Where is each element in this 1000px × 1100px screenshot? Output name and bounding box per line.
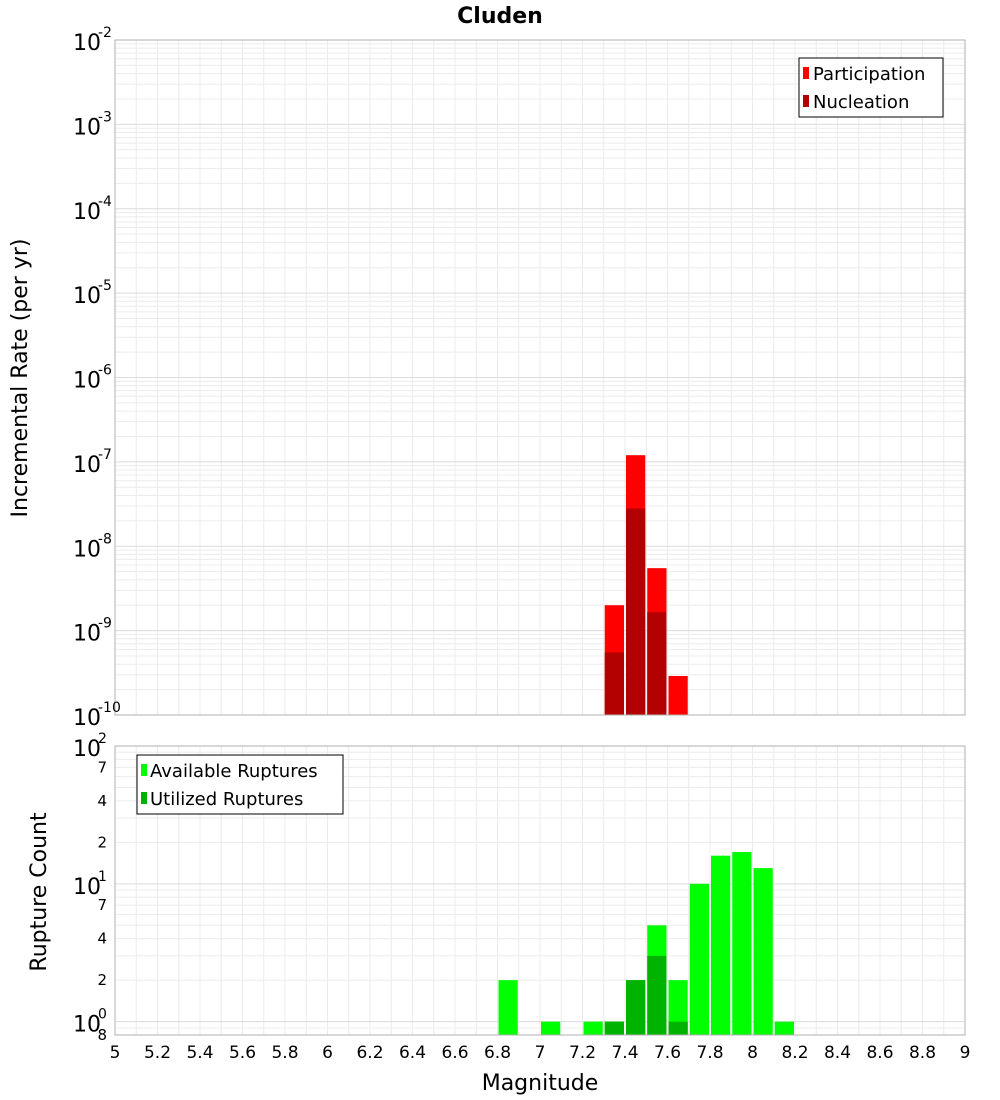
x-tick-label: 7.8 — [696, 1043, 723, 1063]
y-tick-label: 10 — [73, 537, 101, 562]
legend-swatch-nucleation — [803, 95, 809, 107]
legend-swatch-available — [141, 764, 147, 776]
x-tick-label: 6 — [322, 1043, 333, 1063]
bottom-legend: Available Ruptures Utilized Ruptures — [136, 754, 344, 815]
x-tick-label: 9 — [960, 1043, 971, 1063]
x-tick-label: 7.6 — [654, 1043, 681, 1063]
y-tick-label: 10 — [73, 453, 101, 478]
legend-swatch-participation — [803, 67, 809, 79]
y-tick-exponent: -7 — [98, 447, 112, 463]
x-tick-label: 5.4 — [186, 1043, 213, 1063]
x-axis-label: Magnitude — [482, 1071, 599, 1096]
y-minor-tick-label: 2 — [97, 971, 107, 989]
x-tick-label: 8.4 — [824, 1043, 851, 1063]
y-tick-label: 10 — [73, 369, 101, 394]
bottom-bar-available-ruptures — [668, 980, 688, 1035]
bottom-bar-utilized-ruptures — [604, 1021, 624, 1035]
chart-title: Cluden — [457, 4, 543, 29]
y-tick-exponent: -10 — [98, 700, 121, 716]
legend-swatch-utilized — [141, 792, 147, 804]
y-tick-label: 10 — [73, 622, 101, 647]
x-tick-label: 5.8 — [271, 1043, 298, 1063]
y-tick-label: 10 — [73, 31, 101, 56]
bottom-y-axis-label: Rupture Count — [27, 812, 52, 972]
y-minor-tick-label: 7 — [97, 896, 107, 914]
legend-label-utilized: Utilized Ruptures — [150, 789, 303, 810]
y-tick-label: 10 — [73, 1013, 101, 1038]
bottom-bar-available-ruptures — [689, 883, 709, 1035]
legend-label-participation: Participation — [813, 64, 925, 85]
top-plot-bars — [604, 455, 688, 715]
y-tick-label: 10 — [73, 706, 101, 731]
y-tick-label: 10 — [73, 737, 101, 762]
y-tick-label: 10 — [73, 115, 101, 140]
y-tick-exponent: -8 — [98, 531, 112, 547]
y-minor-tick-label: 2 — [97, 833, 107, 851]
bottom-bar-utilized-ruptures — [647, 955, 667, 1035]
y-tick-label: 10 — [73, 875, 101, 900]
bottom-plot-bars — [498, 852, 794, 1035]
bottom-bar-available-ruptures — [541, 1021, 561, 1035]
top-plot-grid — [114, 40, 966, 716]
top-bar-nucleation — [647, 612, 667, 715]
y-tick-exponent: 0 — [98, 1007, 107, 1023]
x-tick-label: 6.8 — [484, 1043, 511, 1063]
x-tick-label: 8.8 — [909, 1043, 936, 1063]
y-tick-exponent: -3 — [98, 109, 112, 125]
y-tick-exponent: -6 — [98, 363, 112, 379]
x-tick-label: 7.2 — [569, 1043, 596, 1063]
top-bar-participation — [668, 675, 688, 715]
top-legend: Participation Nucleation — [798, 57, 944, 118]
bottom-bar-available-ruptures — [711, 855, 731, 1035]
y-tick-exponent: -9 — [98, 616, 112, 632]
y-minor-tick-label: 4 — [97, 930, 107, 948]
x-tick-label: 5.2 — [144, 1043, 171, 1063]
y-minor-tick-label: 7 — [97, 758, 107, 776]
top-bar-nucleation — [626, 508, 646, 715]
y-tick-exponent: 1 — [98, 869, 107, 885]
bottom-plot-frame — [114, 745, 966, 1036]
bottom-bar-utilized-ruptures — [668, 1021, 688, 1035]
y-tick-exponent: -4 — [98, 194, 112, 210]
bottom-bar-available-ruptures — [583, 1021, 603, 1035]
bottom-bar-available-ruptures — [774, 1021, 794, 1035]
y-tick-exponent: -5 — [98, 278, 112, 294]
top-y-axis-label: Incremental Rate (per yr) — [8, 239, 33, 518]
bottom-bar-available-ruptures — [753, 868, 773, 1035]
y-minor-tick-label: 8 — [97, 1026, 107, 1044]
x-tick-label: 8.2 — [781, 1043, 808, 1063]
y-tick-exponent: 2 — [98, 731, 107, 747]
legend-label-available: Available Ruptures — [150, 761, 318, 782]
top-bar-nucleation — [604, 652, 624, 715]
x-tick-label: 6.2 — [356, 1043, 383, 1063]
x-tick-label: 7 — [535, 1043, 546, 1063]
y-tick-exponent: -2 — [98, 25, 112, 41]
x-tick-label: 6.4 — [399, 1043, 426, 1063]
y-tick-label: 10 — [73, 284, 101, 309]
y-tick-label: 10 — [73, 200, 101, 225]
x-tick-label: 7.4 — [611, 1043, 638, 1063]
top-plot-y-ticks: 10-210-310-410-510-610-710-810-910-10 — [73, 25, 121, 731]
bottom-bar-available-ruptures — [732, 852, 752, 1035]
x-tick-label: 8.6 — [866, 1043, 893, 1063]
bottom-bar-available-ruptures — [498, 980, 518, 1035]
y-minor-tick-label: 4 — [97, 792, 107, 810]
x-tick-label: 6.6 — [441, 1043, 468, 1063]
bottom-bar-utilized-ruptures — [626, 980, 646, 1035]
x-tick-label: 5.6 — [229, 1043, 256, 1063]
x-tick-label: 5 — [110, 1043, 121, 1063]
x-tick-label: 8 — [747, 1043, 758, 1063]
x-axis-ticks: 5 5.2 5.4 5.6 5.8 6 6.2 6.4 6.6 6.8 7 7.2 7.4 7.6 7.8 8… — [110, 1043, 971, 1063]
legend-label-nucleation: Nucleation — [813, 92, 909, 113]
top-plot-frame — [114, 39, 966, 716]
